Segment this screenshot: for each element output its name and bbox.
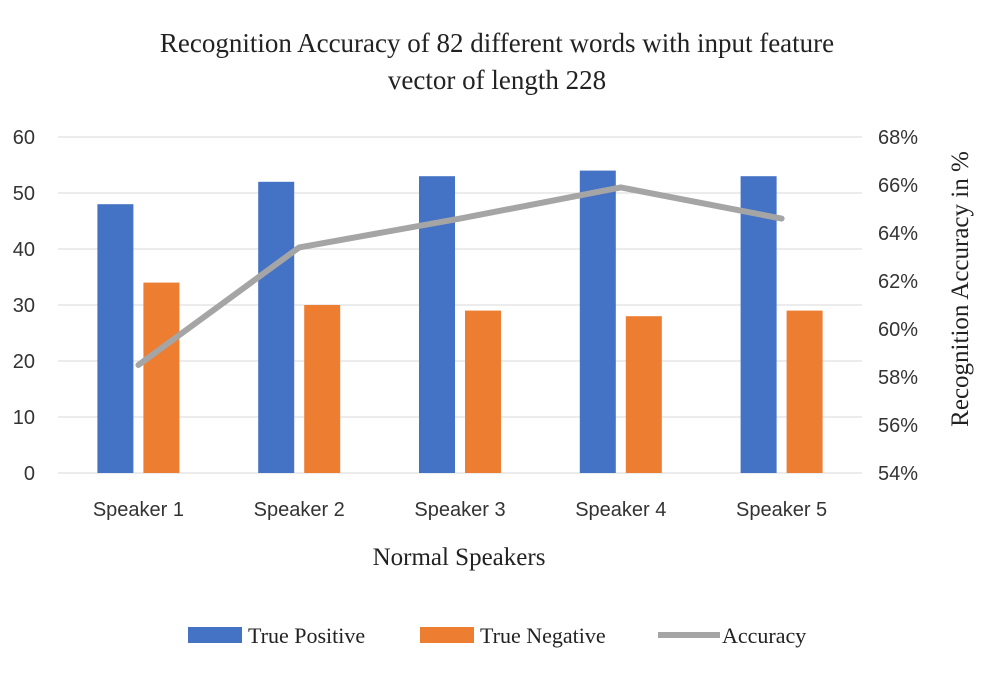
y-tick-label: 30 <box>13 295 35 317</box>
y-tick-label: 40 <box>13 239 35 261</box>
y2-tick-label: 56% <box>878 415 918 437</box>
y2-tick-label: 58% <box>878 367 918 389</box>
y-tick-label: 50 <box>13 183 35 205</box>
bar-true-negative <box>143 282 180 473</box>
chart-title-line-2: vector of length 228 <box>388 65 606 95</box>
bar-true-positive <box>740 176 777 473</box>
bar-true-positive <box>258 181 295 474</box>
x-tick-label: Speaker 5 <box>736 499 827 521</box>
bar-true-negative <box>304 305 341 473</box>
legend-swatch-true-positive <box>188 627 242 643</box>
bar-true-negative <box>786 310 823 473</box>
x-axis-title: Normal Speakers <box>373 544 546 571</box>
y2-axis-ticks: 54% 56% 58% 60% 62% 64% 66% 68% <box>878 127 918 485</box>
legend-swatch-true-negative <box>420 627 474 643</box>
bar-true-negative <box>625 316 662 473</box>
y2-axis-title: Recognition Accuracy in % <box>947 151 974 427</box>
x-tick-label: Speaker 1 <box>93 499 184 521</box>
x-axis-categories: Speaker 1 Speaker 2 Speaker 3 Speaker 4 Spea… <box>93 499 827 521</box>
bars <box>97 170 823 474</box>
y-tick-label: 60 <box>13 127 35 149</box>
x-tick-label: Speaker 3 <box>414 499 505 521</box>
y2-tick-label: 60% <box>878 319 918 341</box>
chart-title-line-1: Recognition Accuracy of 82 different wor… <box>160 28 834 58</box>
legend-label: True Positive <box>248 623 365 648</box>
legend: True Positive True Negative Accuracy <box>188 623 806 648</box>
y-tick-label: 0 <box>24 463 35 485</box>
y2-tick-label: 66% <box>878 175 918 197</box>
y2-tick-label: 64% <box>878 223 918 245</box>
y-tick-label: 10 <box>13 407 35 429</box>
accuracy-line-layer <box>135 184 785 368</box>
x-tick-label: Speaker 4 <box>575 499 666 521</box>
y-axis-ticks: 0 10 20 30 40 50 60 <box>13 127 35 485</box>
y2-tick-label: 68% <box>878 127 918 149</box>
line-accuracy <box>135 184 785 368</box>
x-tick-label: Speaker 2 <box>254 499 345 521</box>
y-tick-label: 20 <box>13 351 35 373</box>
bar-true-positive <box>97 204 134 473</box>
y2-tick-label: 62% <box>878 271 918 293</box>
y2-tick-label: 54% <box>878 463 918 485</box>
bar-true-positive <box>579 170 616 473</box>
legend-label: True Negative <box>480 623 606 648</box>
bar-true-negative <box>465 310 501 473</box>
gridlines <box>58 136 862 474</box>
legend-label: Accuracy <box>722 623 806 648</box>
